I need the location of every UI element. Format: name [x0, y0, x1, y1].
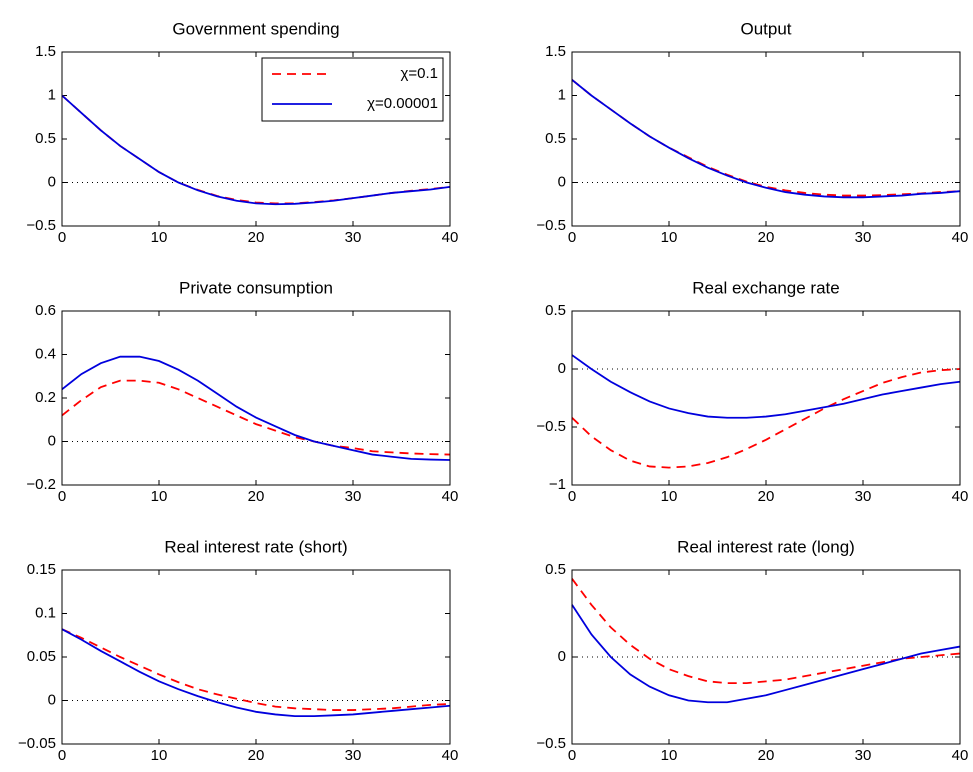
chart-title: Real interest rate (long) [677, 537, 855, 556]
x-tick-label: 20 [758, 229, 775, 246]
y-tick-label: 0.5 [545, 302, 566, 319]
y-tick-label: −0.5 [536, 735, 566, 752]
x-tick-label: 40 [442, 747, 459, 764]
plot-frame [61, 569, 451, 745]
chart-title: Government spending [172, 19, 339, 38]
y-tick-label: 0.15 [27, 561, 56, 578]
x-tick-label: 0 [568, 488, 576, 505]
y-tick-label: −1 [549, 476, 566, 493]
y-tick-label: −0.2 [26, 476, 56, 493]
x-tick-label: 10 [661, 488, 678, 505]
x-tick-label: 10 [661, 229, 678, 246]
y-tick-label: 0.5 [545, 561, 566, 578]
y-tick-label: −0.5 [536, 217, 566, 234]
series-line [571, 79, 961, 199]
plot-frame [571, 569, 961, 745]
x-tick-label: 20 [248, 488, 265, 505]
x-tick-label: 10 [151, 747, 168, 764]
x-tick-label: 40 [442, 488, 459, 505]
legend-label: χ=0.00001 [367, 95, 438, 112]
plot-frame [61, 310, 451, 486]
y-tick-label: 0 [48, 432, 56, 449]
x-tick-label: 30 [345, 747, 362, 764]
series-line [571, 604, 961, 704]
x-tick-label: 10 [661, 747, 678, 764]
x-tick-label: 40 [442, 229, 459, 246]
plot-frame [61, 51, 451, 227]
x-tick-label: 0 [568, 229, 576, 246]
x-tick-label: 20 [248, 229, 265, 246]
x-tick-label: 40 [952, 229, 969, 246]
chart-title: Output [740, 19, 791, 38]
y-tick-label: 0.1 [35, 604, 56, 621]
x-tick-label: 0 [58, 488, 66, 505]
y-tick-label: 1.5 [35, 43, 56, 60]
y-tick-label: 0 [558, 360, 566, 377]
chart-title: Real exchange rate [692, 278, 839, 297]
plot-area [572, 570, 960, 744]
series-line [571, 368, 961, 469]
y-tick-label: 1.5 [545, 43, 566, 60]
y-tick-label: 1 [558, 86, 566, 103]
y-tick-label: 0 [558, 648, 566, 665]
x-tick-label: 30 [345, 229, 362, 246]
y-tick-label: 0.6 [35, 302, 56, 319]
x-tick-label: 10 [151, 488, 168, 505]
x-tick-label: 0 [58, 229, 66, 246]
x-tick-label: 40 [952, 747, 969, 764]
y-tick-label: 0 [558, 173, 566, 190]
y-tick-label: 1 [48, 86, 56, 103]
plot-area [62, 311, 450, 485]
series-line [61, 628, 451, 711]
x-tick-label: 30 [855, 229, 872, 246]
x-tick-label: 20 [758, 488, 775, 505]
x-tick-label: 10 [151, 229, 168, 246]
x-tick-label: 20 [248, 747, 265, 764]
series-line [61, 355, 451, 461]
series-line [61, 94, 451, 206]
plot-area [572, 52, 960, 226]
y-tick-label: 0 [48, 691, 56, 708]
y-tick-label: 0.5 [35, 130, 56, 147]
x-tick-label: 30 [855, 488, 872, 505]
y-tick-label: −0.5 [536, 418, 566, 435]
legend-box [261, 57, 444, 122]
x-tick-label: 40 [952, 488, 969, 505]
x-tick-label: 20 [758, 747, 775, 764]
x-tick-label: 30 [345, 488, 362, 505]
plot-frame [571, 310, 961, 486]
chart-title: Private consumption [179, 278, 333, 297]
legend-label: χ=0.1 [401, 65, 439, 82]
y-tick-label: −0.05 [18, 735, 56, 752]
x-tick-label: 0 [568, 747, 576, 764]
chart-title: Real interest rate (short) [164, 537, 347, 556]
y-tick-label: 0.4 [35, 345, 56, 362]
x-tick-label: 30 [855, 747, 872, 764]
x-tick-label: 0 [58, 747, 66, 764]
series-line [61, 379, 451, 456]
series-line [571, 354, 961, 419]
plot-area [62, 570, 450, 744]
series-line [61, 628, 451, 718]
y-tick-label: 0.05 [27, 648, 56, 665]
y-tick-label: −0.5 [26, 217, 56, 234]
y-tick-label: 0 [48, 173, 56, 190]
plot-frame [571, 51, 961, 227]
plot-area [572, 311, 960, 485]
y-tick-label: 0.5 [545, 130, 566, 147]
y-tick-label: 0.2 [35, 389, 56, 406]
